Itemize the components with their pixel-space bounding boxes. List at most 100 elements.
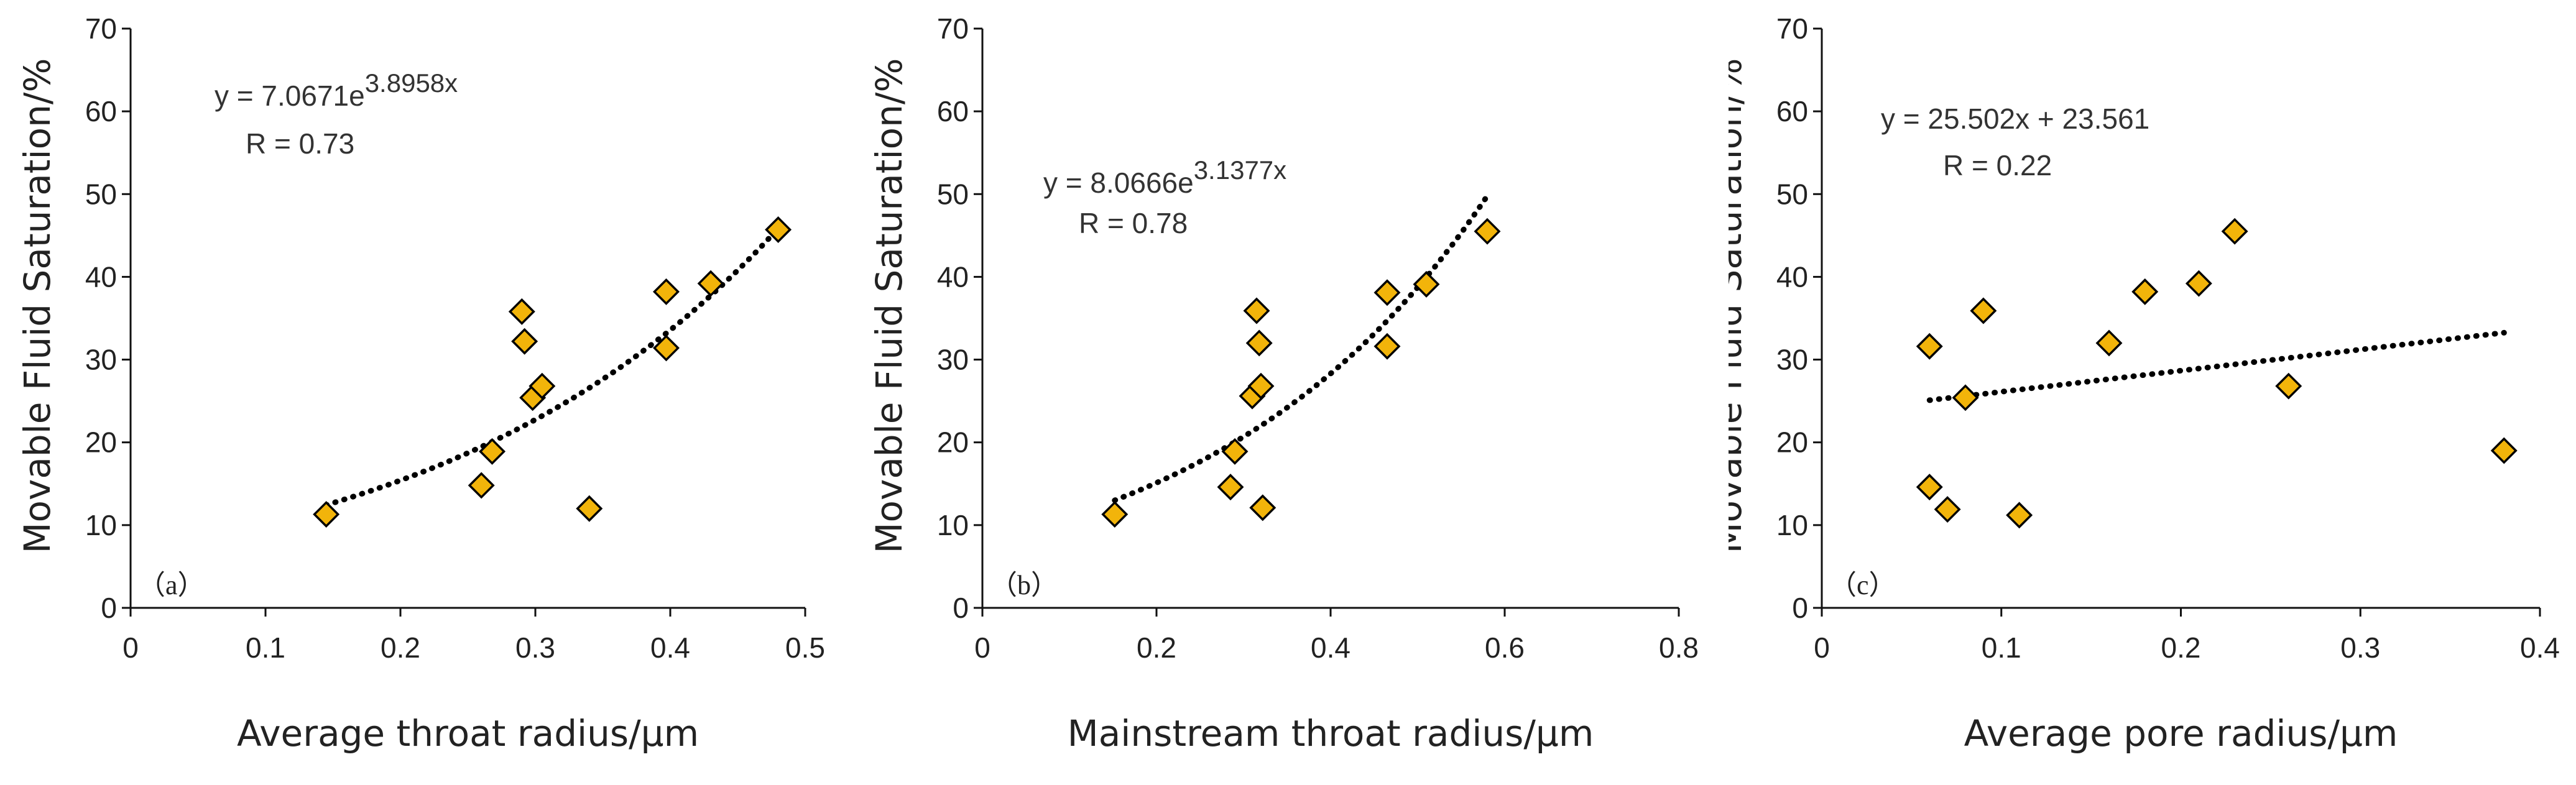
y-tick-label: 10 xyxy=(85,509,117,541)
data-point xyxy=(576,495,603,522)
data-point xyxy=(1217,474,1244,501)
x-tick-label: 0.6 xyxy=(1485,631,1525,664)
trendline-equation: y = 25.502x + 23.561 xyxy=(1881,103,2149,135)
y-tick-label: 30 xyxy=(937,344,969,376)
y-axis-title: Movable Fluid Saturation/% xyxy=(16,58,58,553)
y-tick-label: 20 xyxy=(937,426,969,459)
data-point xyxy=(2185,270,2212,297)
chart-svg-c: 0 10 20 30 40 50 60 70 0 0.1 0.2 0.3 0.4 Average pore… xyxy=(1707,12,2560,755)
x-axis-title: Average throat radius/μm xyxy=(237,712,699,755)
equation-base: y = 8.0666e xyxy=(1043,167,1194,199)
data-point xyxy=(1970,297,1997,324)
data-point xyxy=(2131,278,2159,305)
data-point xyxy=(1916,333,1943,360)
x-tick-label: 0.5 xyxy=(785,631,825,664)
y-tick-label: 40 xyxy=(85,260,117,293)
data-point xyxy=(1249,494,1276,521)
data-point xyxy=(2006,502,2033,529)
y-tick-label: 30 xyxy=(85,344,117,376)
trendline-equation: y = 8.0666e3.1377x xyxy=(1043,155,1286,199)
data-point xyxy=(1243,297,1270,324)
data-point xyxy=(479,438,506,465)
panel-label: （b） xyxy=(990,570,1058,600)
y-tick-label: 50 xyxy=(1776,178,1808,210)
data-point xyxy=(653,334,680,362)
data-point xyxy=(1373,279,1401,306)
data-point xyxy=(1952,384,1979,411)
data-point xyxy=(1413,270,1440,298)
correlation-r: R = 0.73 xyxy=(246,127,354,160)
data-point xyxy=(1916,474,1943,501)
chart-panel-a: 0 10 20 30 40 50 60 70 0 0.1 0.2 0.3 0.4 0.5 Average t… xyxy=(0,0,858,782)
chart-svg-b: 0 10 20 30 40 50 60 70 0 0.2 0.4 0.6 0.8 Mainstream t… xyxy=(868,12,1699,755)
data-point xyxy=(1101,501,1129,528)
panel-label: （a） xyxy=(138,570,205,600)
data-point xyxy=(1221,438,1249,465)
x-tick-label: 0.3 xyxy=(2340,631,2380,664)
data-point xyxy=(1245,329,1273,357)
data-point xyxy=(765,216,792,244)
y-tick-label: 60 xyxy=(85,95,117,127)
y-tick-label: 60 xyxy=(1776,95,1808,127)
data-point xyxy=(1247,372,1275,400)
y-axis-title: Movable Fluid Saturation/% xyxy=(1729,58,1750,553)
y-tick-label: 70 xyxy=(937,12,969,45)
x-axis-title: Average pore radius/μm xyxy=(1964,712,2398,755)
y-tick-label: 10 xyxy=(937,509,969,541)
y-tick-label: 10 xyxy=(1776,509,1808,541)
trendline xyxy=(1112,193,1490,503)
trendline xyxy=(1926,329,2507,403)
y-tick-label: 0 xyxy=(101,592,117,624)
x-tick-label: 0.4 xyxy=(1311,631,1350,664)
x-tick-label: 0.4 xyxy=(650,631,690,664)
chart-panel-c: 0 10 20 30 40 50 60 70 0 0.1 0.2 0.3 0.4 Average pore… xyxy=(1707,0,2576,782)
x-tick-label: 0.4 xyxy=(2520,631,2560,664)
y-tick-label: 70 xyxy=(1776,12,1808,45)
equation-base: y = 7.0671e xyxy=(215,80,365,112)
trendline-equation: y = 7.0671e3.8958x xyxy=(215,68,458,112)
x-tick-label: 0.2 xyxy=(2161,631,2201,664)
x-tick-label: 0 xyxy=(122,631,139,664)
y-tick-label: 40 xyxy=(937,260,969,293)
data-point xyxy=(2275,372,2302,400)
x-tick-label: 0 xyxy=(974,631,990,664)
y-tick-label: 40 xyxy=(1776,260,1808,293)
y-tick-label: 20 xyxy=(85,426,117,459)
equation-exponent: 3.1377x xyxy=(1194,155,1286,185)
data-point xyxy=(529,372,556,400)
data-point xyxy=(2221,218,2248,245)
x-tick-label: 0.1 xyxy=(246,631,285,664)
x-axis-title: Mainstream throat radius/μm xyxy=(1068,712,1594,755)
data-point xyxy=(1934,496,1961,523)
x-tick-label: 0 xyxy=(1814,631,1830,664)
correlation-r: R = 0.78 xyxy=(1079,207,1188,239)
data-point xyxy=(511,328,538,355)
y-tick-label: 70 xyxy=(85,12,117,45)
data-point xyxy=(653,278,680,305)
x-tick-label: 0.2 xyxy=(381,631,420,664)
x-tick-label: 0.8 xyxy=(1659,631,1699,664)
chart-svg-a: 0 10 20 30 40 50 60 70 0 0.1 0.2 0.3 0.4 0.5 Average t… xyxy=(16,12,825,755)
data-point xyxy=(508,298,535,325)
y-tick-label: 30 xyxy=(1776,344,1808,376)
equation-exponent: 3.8958x xyxy=(365,68,458,98)
data-point xyxy=(1373,333,1401,360)
y-tick-label: 20 xyxy=(1776,426,1808,459)
equation-base: y = 25.502x + 23.561 xyxy=(1881,103,2149,135)
y-tick-label: 0 xyxy=(953,592,969,624)
trendline xyxy=(323,226,782,508)
y-axis-title: Movable Fluid Saturation/% xyxy=(868,58,910,553)
data-point xyxy=(697,270,724,297)
data-point xyxy=(2095,329,2123,357)
x-tick-label: 0.1 xyxy=(1982,631,2021,664)
x-tick-label: 0.3 xyxy=(515,631,555,664)
data-point xyxy=(1474,218,1501,245)
y-tick-label: 50 xyxy=(937,178,969,210)
y-tick-label: 0 xyxy=(1792,592,1808,624)
y-tick-label: 60 xyxy=(937,95,969,127)
chart-panel-b: 0 10 20 30 40 50 60 70 0 0.2 0.4 0.6 0.8 Mainstream t… xyxy=(858,0,1729,782)
x-tick-label: 0.2 xyxy=(1137,631,1176,664)
data-point xyxy=(2490,437,2518,464)
y-tick-label: 50 xyxy=(85,178,117,210)
